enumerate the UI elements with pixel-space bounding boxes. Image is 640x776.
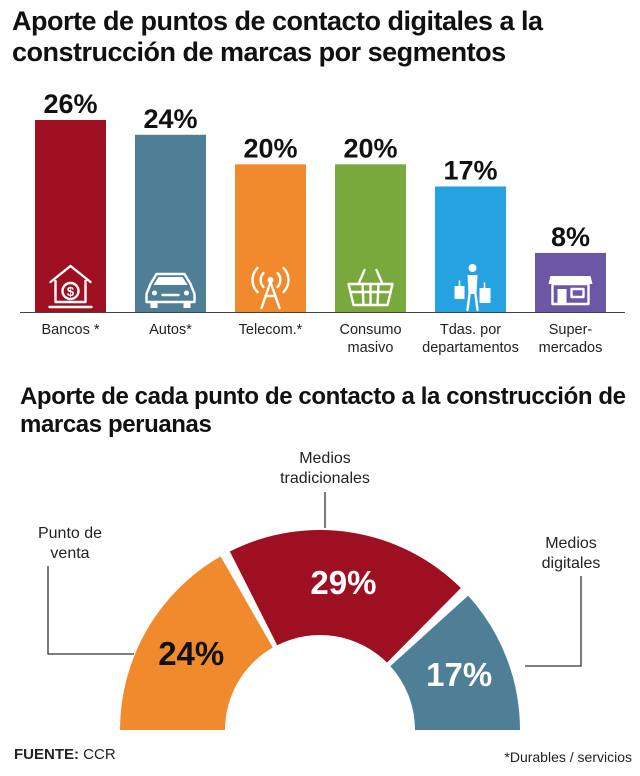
bar-category-label-4: Tdas. por [440,322,501,338]
svg-text:$: $ [67,284,75,299]
gauge-segment-1 [229,530,461,663]
bar-1 [135,134,206,312]
leader-line-2 [525,576,582,667]
bar-2 [235,164,306,312]
gauge-value-label-2: 17% [426,656,492,693]
basket-icon [347,268,394,307]
source-note: FUENTE: CCR [14,746,116,763]
footnote: *Durables / servicios [504,749,632,765]
bank-icon: $ [48,264,93,309]
bar-category-label-5: Super- [549,322,593,338]
bar-category-label-2: Telecom.* [239,322,303,338]
gauge-category-label-1: Medios [299,450,351,467]
bar-value-label-1: 24% [143,104,197,134]
bar-value-label-4: 17% [443,155,497,185]
bar-group-4: 17% Tdas. por departamentos [422,155,519,356]
gauge-segment-2 [390,595,520,730]
bar-chart: 26% $ Bancos * 24% Autos* 20% Telecom.* 20% Cons… [20,89,625,356]
car-icon [145,272,196,308]
gauge-value-label-0: 24% [158,635,224,672]
bar-group-5: 8% Super-mercados [535,222,606,356]
bar-category-label-4: departamentos [422,340,519,356]
bar-group-3: 20% Consumo masivo [335,133,406,356]
gauge-chart: 24% 29% 17% Punto de venta Medios tradicionale… [38,450,600,730]
bar-group-2: 20% Telecom.* [235,133,306,338]
bar-chart-title: Aporte de puntos de contacto digitales a… [12,6,543,67]
gauge-category-label-2: Medios [545,535,597,552]
bar-group-1: 24% Autos* [135,104,206,338]
bar-category-label-3: Consumo [339,322,401,338]
gauge-category-label-0: Punto de [38,525,102,542]
source-value: CCR [79,746,116,763]
leader-line-0 [47,566,134,655]
shopper-icon [454,264,491,312]
bar-value-label-2: 20% [243,133,297,163]
bar-category-label-1: Autos* [149,322,192,338]
bar-value-label-3: 20% [343,133,397,163]
bar-0 [35,120,106,312]
source-label: FUENTE: [14,746,79,763]
bar-group-0: 26% $ Bancos * [35,89,106,338]
store-icon [548,276,593,306]
bar-category-label-3: masivo [348,340,394,356]
gauge-category-label-0: venta [50,545,89,562]
gauge-chart-title: Aporte de cada punto de contacto a la co… [20,383,626,438]
gauge-value-label-1: 29% [310,564,376,601]
gauge-category-label-1: tradicionales [280,470,370,487]
gauge-segment-0 [120,556,273,730]
gauge-category-label-2: digitales [542,555,601,572]
bar-value-label-0: 26% [43,89,97,119]
antenna-icon [251,266,290,310]
bar-value-label-5: 8% [551,222,590,252]
bar-category-label-5: mercados [539,340,603,356]
bar-category-label-0: Bancos * [41,322,99,338]
